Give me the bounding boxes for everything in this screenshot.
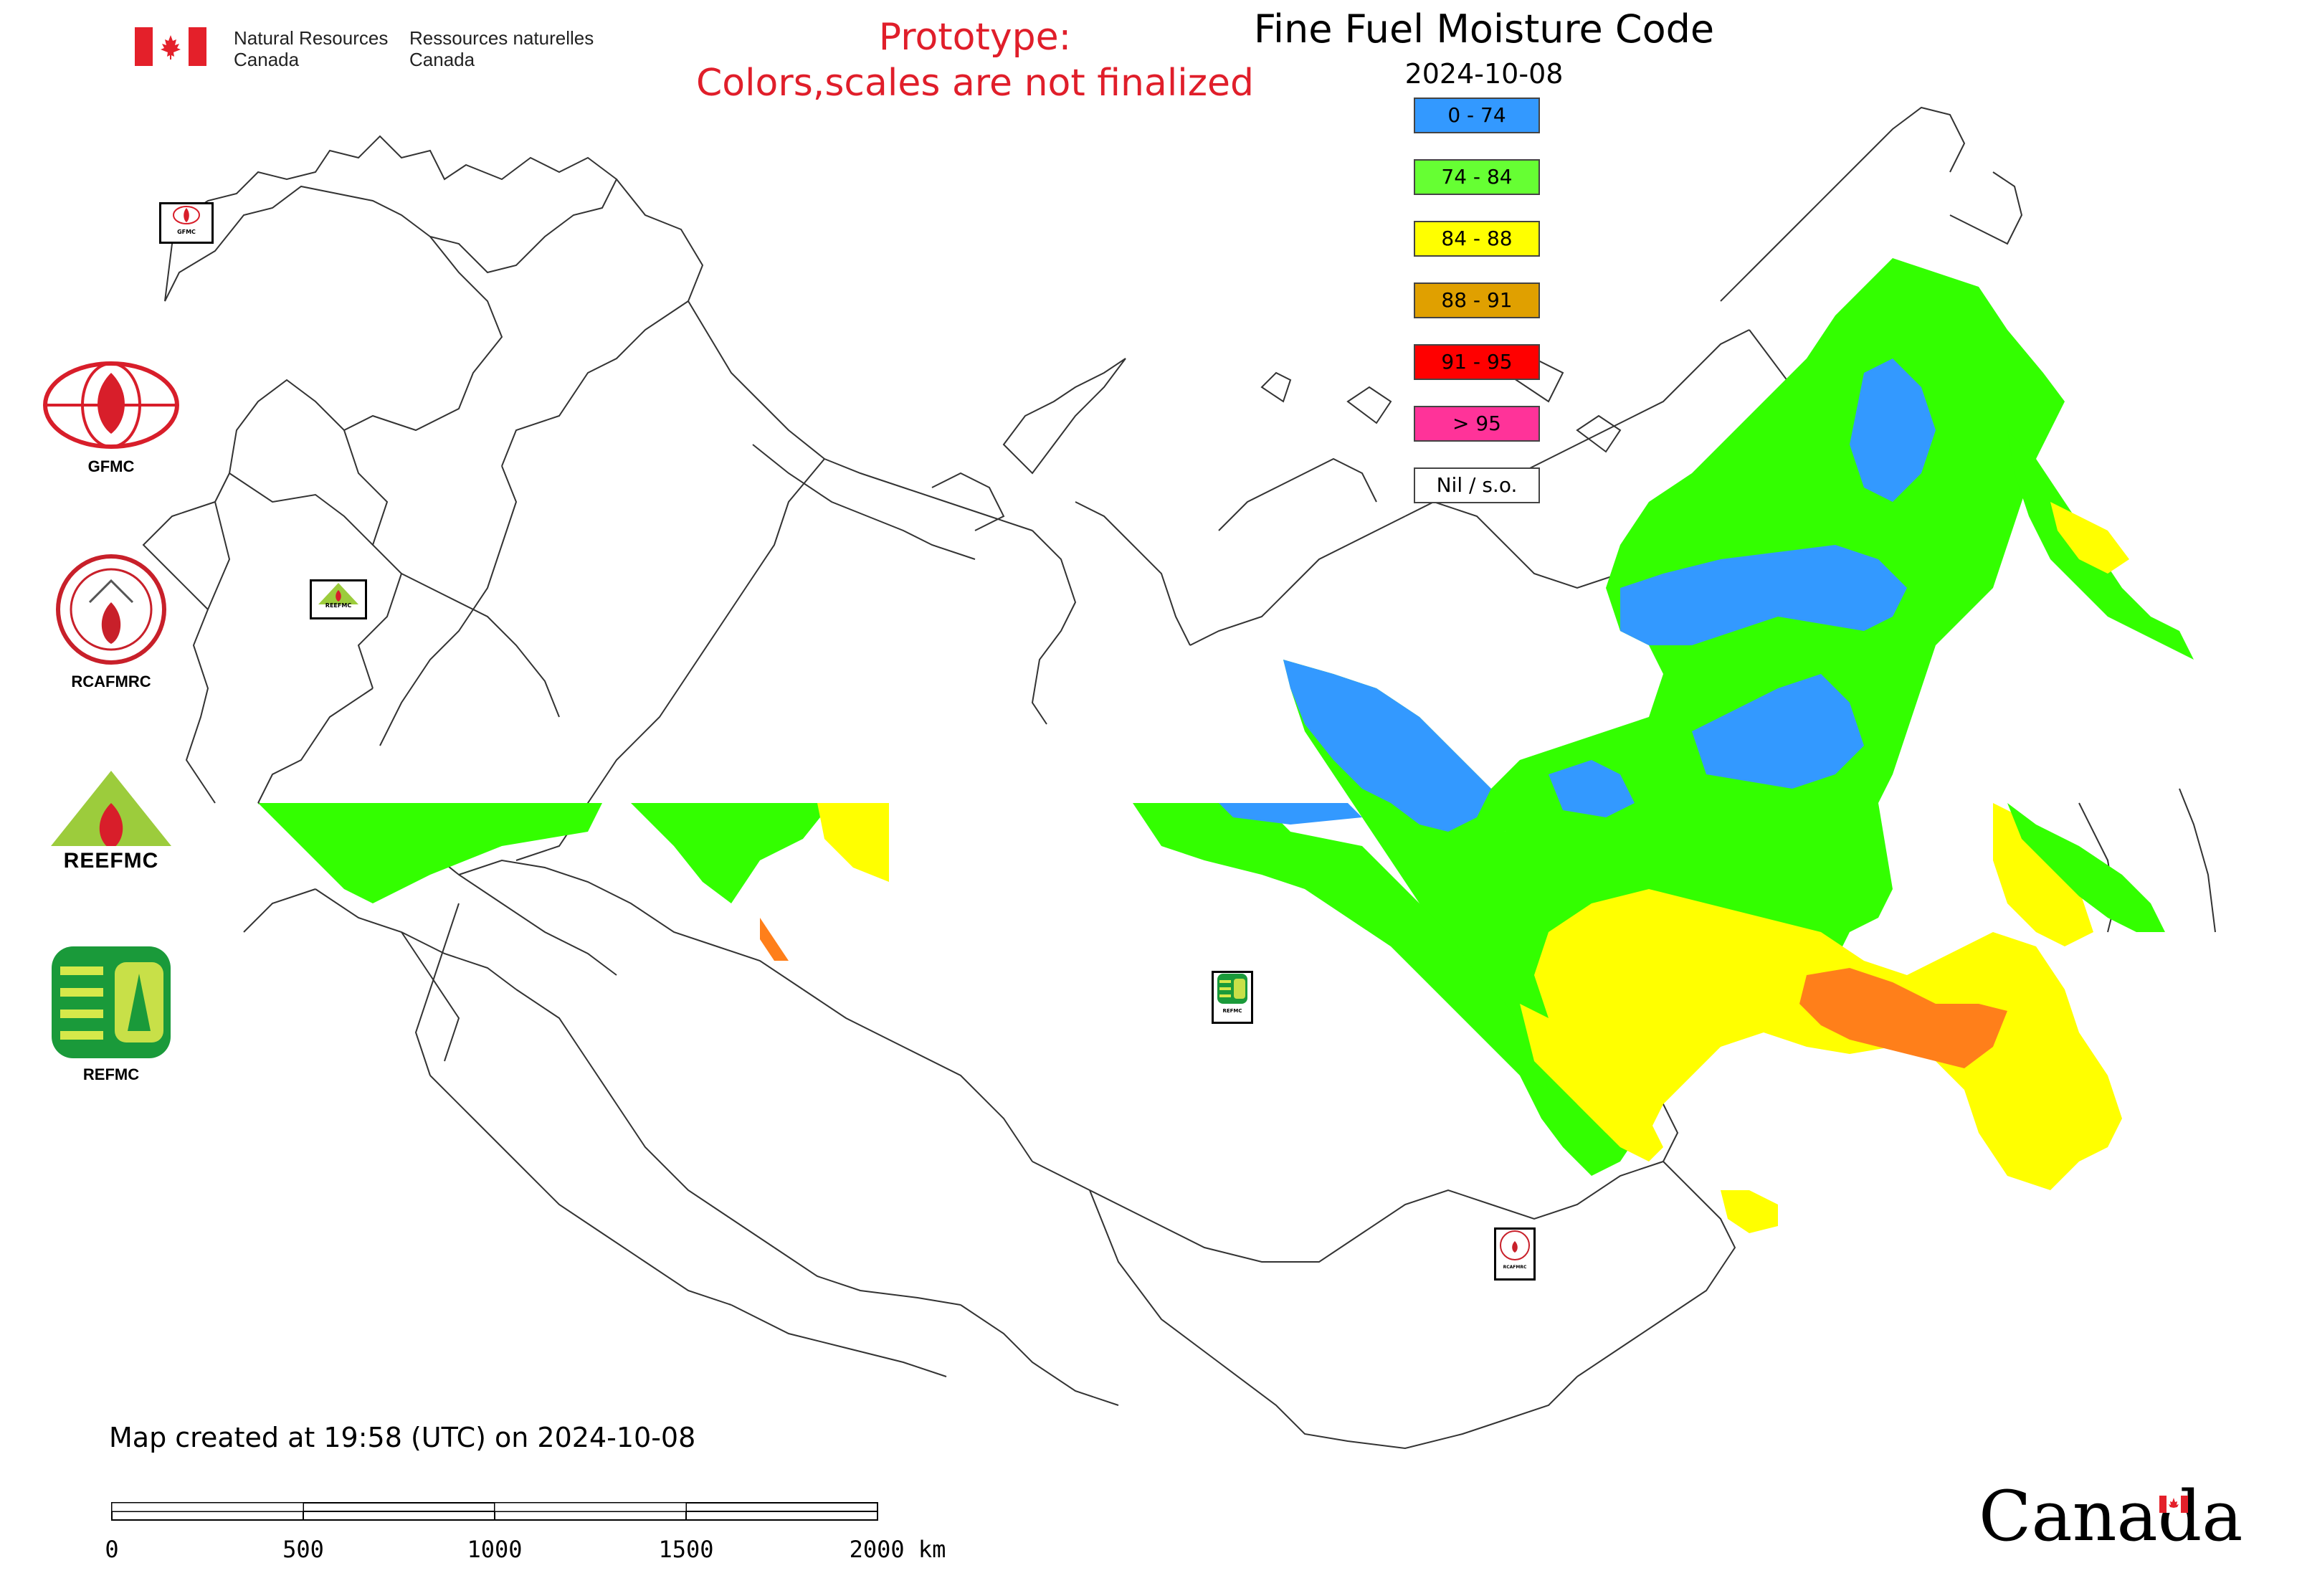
map-title: Fine Fuel Moisture Code xyxy=(1253,6,1715,52)
scale-label: 1000 xyxy=(467,1536,523,1563)
reefmc-logo xyxy=(32,771,190,868)
scale-label: 1500 xyxy=(658,1536,714,1563)
scale-bar-graphic xyxy=(111,1502,878,1521)
reefmc-wordmark: REEFMC xyxy=(63,849,159,873)
reefmc-logo-block: REEFMC xyxy=(29,767,194,873)
department-name-en: Natural Resources Canada xyxy=(234,27,389,70)
reefmc-marker-icon xyxy=(318,583,358,604)
rcafmrc-logo-block: RCAFMRC xyxy=(29,552,194,691)
legend-item: 0 - 74 xyxy=(1414,98,1540,133)
canada-flag-icon xyxy=(135,27,206,66)
legend-item: Nil / s.o. xyxy=(1414,467,1540,503)
refmc-marker: REFMC xyxy=(1212,971,1253,1024)
logo-caption: GFMC xyxy=(87,457,135,475)
prototype-notice: Prototype: Colors,scales are not finaliz… xyxy=(695,16,1255,105)
logo-caption: RCAFMRC xyxy=(71,673,151,690)
ffmc-data xyxy=(258,258,2194,1233)
gfmc-logo xyxy=(43,361,179,449)
scale-label: 500 xyxy=(282,1536,324,1563)
scale-label: 0 xyxy=(105,1536,119,1563)
gfmc-logo-block: GFMC xyxy=(29,358,194,476)
refmc-logo-block: REFMC xyxy=(29,945,194,1084)
legend-item: > 95 xyxy=(1414,406,1540,442)
legend-item: 91 - 95 xyxy=(1414,344,1540,380)
map-date: 2024-10-08 xyxy=(1404,58,1564,90)
rcafmrc-marker: RCAFMRC xyxy=(1494,1227,1536,1281)
refmc-marker-icon xyxy=(1217,974,1247,1004)
gfmc-marker-icon xyxy=(173,206,200,224)
reefmc-marker: REEFMC xyxy=(310,579,367,619)
legend-item: 88 - 91 xyxy=(1414,282,1540,318)
rcafmrc-logo xyxy=(56,554,166,665)
legend-item: 74 - 84 xyxy=(1414,159,1540,195)
department-name-fr: Ressources naturelles Canada xyxy=(409,27,594,70)
rcafmrc-marker-icon xyxy=(1500,1230,1530,1260)
map-created-note: Map created at 19:58 (UTC) on 2024-10-08 xyxy=(109,1422,696,1453)
canada-wordmark-flag-icon xyxy=(2159,1496,2188,1513)
legend-item: 84 - 88 xyxy=(1414,221,1540,257)
refmc-logo xyxy=(52,946,171,1058)
gfmc-marker: GFMC xyxy=(159,202,214,244)
logo-caption: REFMC xyxy=(82,1065,140,1083)
canada-wordmark: Canada xyxy=(1979,1476,2243,1557)
scale-label: 2000 km xyxy=(849,1536,946,1563)
government-signature: Natural Resources Canada Ressources natur… xyxy=(135,27,596,70)
